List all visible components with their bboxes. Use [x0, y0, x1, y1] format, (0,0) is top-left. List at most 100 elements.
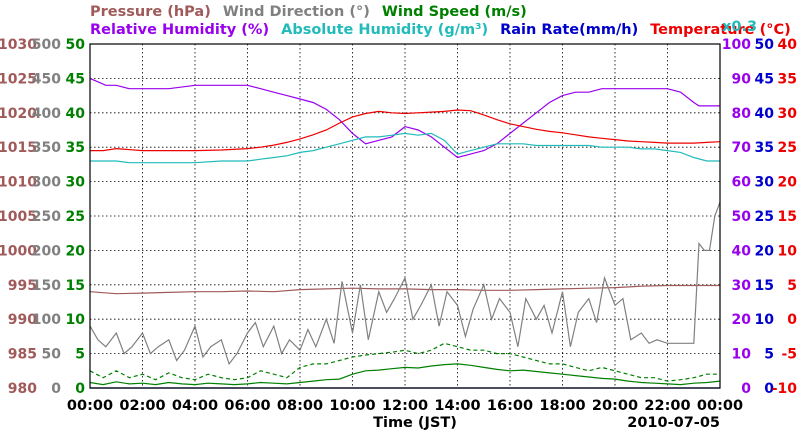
temperature-tick-label: -10 [772, 381, 798, 397]
series-line-wind-speed-m-s [89, 363, 721, 386]
rain-rate-tick-label: 35 [755, 140, 774, 156]
temperature-tick-label: -5 [781, 347, 797, 363]
x-tick-label: 22:00 [644, 398, 690, 414]
wind-speed-tick-label: 10 [66, 312, 86, 328]
x-tick-label: 10:00 [329, 398, 375, 414]
multiplier-note: x0.3 [722, 19, 757, 35]
pressure-tick-label: 980 [8, 381, 37, 397]
wind-direction-tick-label: 150 [32, 278, 61, 294]
grid [90, 44, 720, 388]
humidity-tick-label: 80 [732, 106, 752, 122]
humidity-tick-label: 40 [732, 243, 752, 259]
x-tick-label: 08:00 [277, 398, 323, 414]
temperature-tick-label: 10 [778, 243, 798, 259]
legend-label-pressure: Pressure (hPa) [90, 4, 211, 20]
humidity-tick-label: 90 [732, 71, 752, 87]
rain-rate-tick-label: 20 [755, 243, 775, 259]
wind-direction-tick-label: 200 [32, 243, 61, 259]
humidity-tick-label: 70 [732, 140, 752, 156]
temperature-tick-label: 35 [778, 71, 797, 87]
x-tick-label: 14:00 [434, 398, 480, 414]
x-tick-label: 00:00 [67, 398, 113, 414]
wind-speed-tick-label: 30 [66, 175, 86, 191]
pressure-tick-label: 985 [8, 347, 37, 363]
humidity-tick-label: 60 [732, 175, 752, 191]
legend-label-temp: Temperature (°C) [650, 22, 791, 38]
wind-direction-tick-label: 400 [32, 106, 61, 122]
x-tick-label: 00:00 [697, 398, 743, 414]
rain-rate-tick-label: 0 [764, 381, 774, 397]
humidity-tick-label: 50 [732, 209, 752, 225]
series-line-absolute-humidity-g-m [90, 132, 720, 164]
pressure-tick-label: 1030 [0, 37, 37, 53]
series-line-temperature-c [90, 109, 721, 152]
legend-label-rain: Rain Rate(mm/h) [500, 22, 638, 38]
temperature-tick-label: 5 [787, 278, 797, 294]
pressure-tick-label: 990 [8, 312, 37, 328]
wind-direction-tick-label: 50 [42, 347, 62, 363]
x-tick-label: 02:00 [119, 398, 165, 414]
x-tick-label: 06:00 [224, 398, 270, 414]
wind-speed-tick-label: 15 [66, 278, 85, 294]
legend-label-rh: Relative Humidity (%) [90, 22, 269, 38]
humidity-tick-label: 30 [732, 278, 752, 294]
x-tick-label: 16:00 [487, 398, 533, 414]
wind-speed-tick-label: 20 [66, 243, 86, 259]
wind-speed-tick-label: 5 [75, 347, 85, 363]
humidity-tick-label: 10 [732, 347, 752, 363]
humidity-tick-label: 0 [741, 381, 751, 397]
x-tick-label: 20:00 [592, 398, 638, 414]
series-line-wind-direction [89, 201, 721, 366]
x-axis-tick-labels: 00:00 02:00 04:00 06:00 08:00 10:00 12:00 14:00… [67, 398, 743, 414]
temperature-tick-label: 25 [778, 140, 797, 156]
humidity-tick-label: 20 [732, 312, 752, 328]
wind-speed-tick-label: 40 [66, 106, 86, 122]
wind-direction-tick-label: 0 [51, 381, 61, 397]
pressure-tick-label: 1025 [0, 71, 37, 87]
axis-tick-labels: 9809859909951000100510101015102010251030… [0, 37, 797, 397]
pressure-tick-label: 1020 [0, 106, 37, 122]
temperature-tick-label: 20 [778, 175, 798, 191]
wind-direction-tick-label: 450 [32, 71, 61, 87]
x-tick-label: 04:00 [172, 398, 218, 414]
series-lines [89, 77, 721, 389]
wind-speed-tick-label: 45 [66, 71, 85, 87]
wind-speed-tick-label: 50 [66, 37, 86, 53]
humidity-tick-label: 100 [722, 37, 751, 53]
wind-direction-tick-label: 300 [32, 175, 61, 191]
series-line-relative-humidity [89, 77, 720, 159]
chart-titles: Pressure (hPa) Wind Direction (°) Wind Spe… [90, 4, 791, 38]
rain-rate-tick-label: 10 [755, 312, 775, 328]
wind-direction-tick-label: 100 [32, 312, 61, 328]
legend-label-ah: Absolute Humidity (g/m³) [281, 22, 488, 38]
wind-speed-tick-label: 35 [66, 140, 85, 156]
wind-speed-tick-label: 25 [66, 209, 85, 225]
plot-frame [89, 43, 721, 389]
wind-speed-tick-label: 0 [75, 381, 85, 397]
series-line-wind-speed-peak-m-s [89, 342, 720, 382]
pressure-tick-label: 995 [8, 278, 37, 294]
temperature-tick-label: 40 [778, 37, 798, 53]
temperature-tick-label: 15 [778, 209, 797, 225]
wind-direction-tick-label: 250 [32, 209, 61, 225]
temperature-tick-label: 30 [778, 106, 798, 122]
rain-rate-tick-label: 50 [755, 37, 775, 53]
pressure-tick-label: 1010 [0, 175, 37, 191]
rain-rate-tick-label: 5 [764, 347, 774, 363]
rain-rate-tick-label: 45 [755, 71, 774, 87]
pressure-tick-label: 1015 [0, 140, 37, 156]
rain-rate-tick-label: 15 [755, 278, 774, 294]
wind-direction-tick-label: 500 [32, 37, 61, 53]
rain-rate-tick-label: 30 [755, 175, 775, 191]
x-tick-label: 12:00 [382, 398, 428, 414]
x-axis-label: Time (JST) [373, 415, 457, 431]
x-tick-label: 18:00 [539, 398, 585, 414]
pressure-tick-label: 1005 [0, 209, 37, 225]
temperature-tick-label: 0 [787, 312, 797, 328]
rain-rate-tick-label: 25 [755, 209, 774, 225]
series-line-pressure-hpa [89, 284, 720, 295]
date-label: 2010-07-05 [627, 415, 720, 431]
wind-direction-tick-label: 350 [32, 140, 61, 156]
legend-label-wspd: Wind Speed (m/s) [382, 4, 527, 20]
